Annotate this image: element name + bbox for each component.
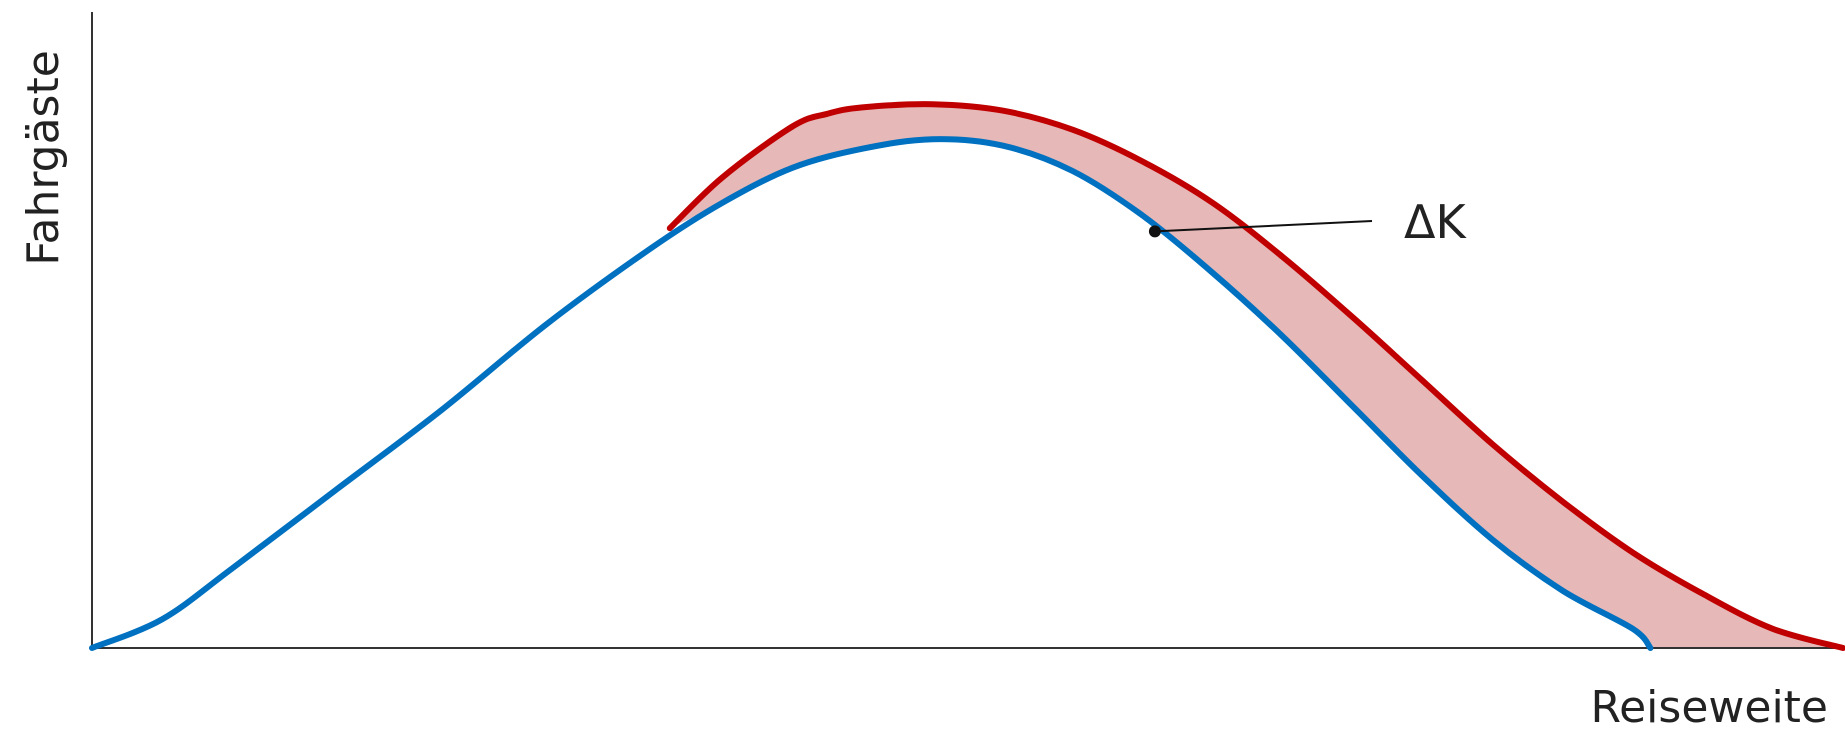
series-line-red [666,101,1845,651]
y-axis-label: Fahrgäste [18,50,69,266]
annotation-layer: ΔK [1148,195,1467,249]
delta-k-pointer-dot [1148,225,1161,238]
delta-k-area [669,104,1843,648]
series-layer [89,101,1845,651]
delta-k-label: ΔK [1404,195,1467,249]
axes [91,12,1843,649]
delta-k-pointer-line [1154,220,1373,233]
series-line-blue [89,136,1654,651]
delta-area-layer [669,104,1843,648]
x-axis-label: Reiseweite [1591,682,1829,729]
